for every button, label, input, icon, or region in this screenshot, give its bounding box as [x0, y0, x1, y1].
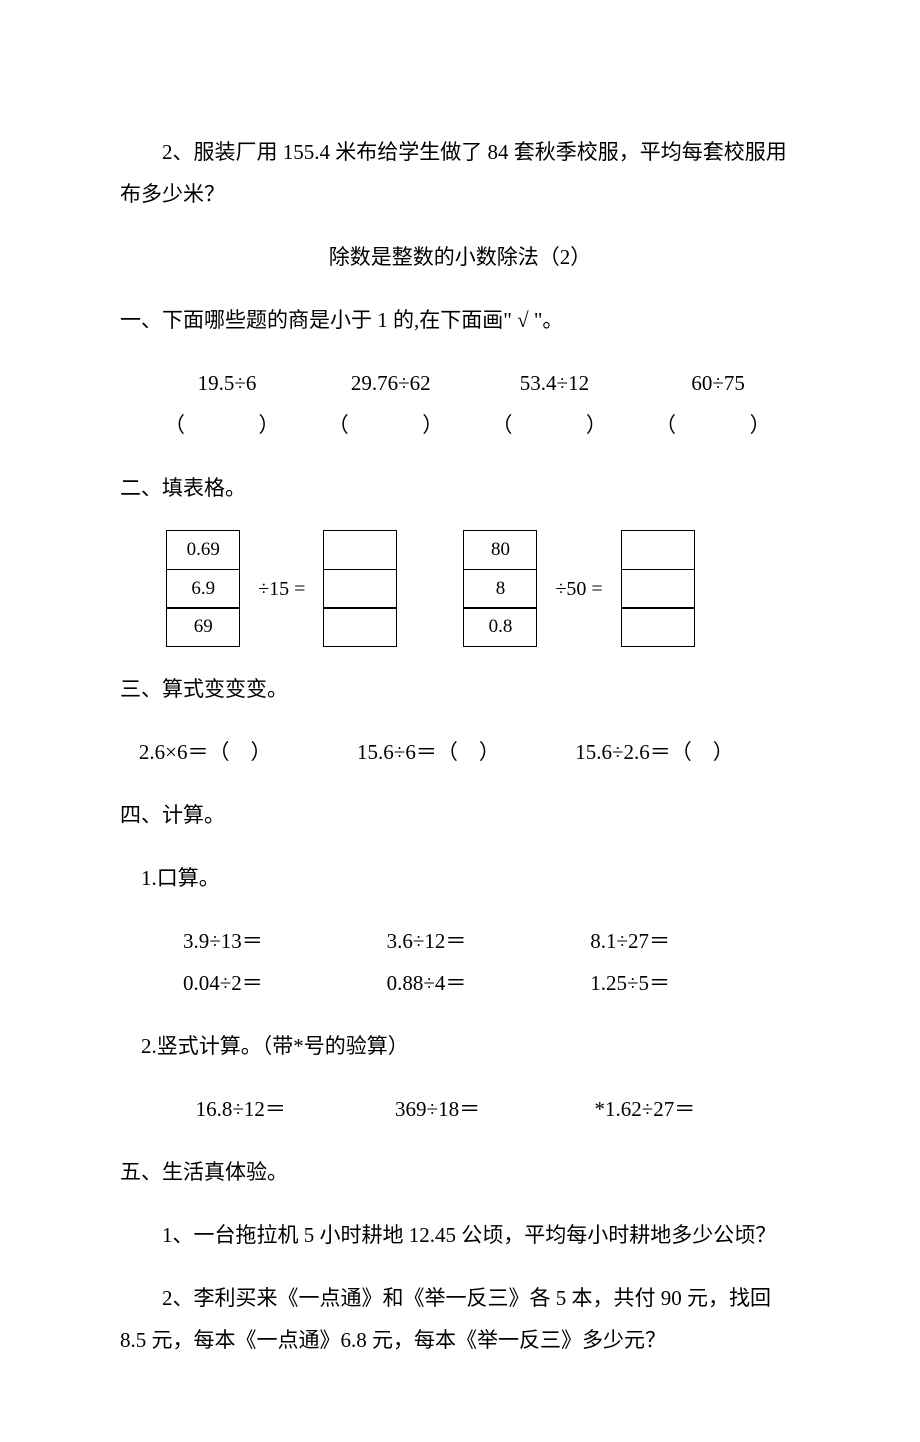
section-4-heading: 四、计算。: [120, 794, 800, 836]
equation-blank[interactable]: 2.6×6＝（ ）: [139, 731, 357, 773]
dividend-cell: 80: [463, 530, 537, 570]
expr-item: 53.4÷12: [473, 362, 637, 404]
mental-math-item[interactable]: 8.1÷27＝: [590, 920, 794, 962]
divide-op-left: ÷15 =: [258, 569, 305, 609]
section-2-heading: 二、填表格。: [120, 467, 800, 509]
vertical-calc-item[interactable]: *1.62÷27＝: [595, 1088, 794, 1130]
dividend-cell: 0.8: [463, 607, 537, 647]
mental-math-item[interactable]: 3.9÷13＝: [183, 920, 387, 962]
quotient-cell[interactable]: [621, 530, 695, 570]
vertical-calc-item[interactable]: 369÷18＝: [395, 1088, 594, 1130]
vertical-calc-item[interactable]: 16.8÷12＝: [196, 1088, 395, 1130]
mental-math-row: 0.04÷2＝ 0.88÷4＝ 1.25÷5＝: [183, 962, 800, 1004]
section-5-heading: 五、生活真体验。: [120, 1151, 800, 1193]
dividend-cell: 0.69: [166, 530, 240, 570]
word-problem-books: 2、李利买来《一点通》和《举一反三》各 5 本，共付 90 元，找回 8.5 元…: [120, 1277, 800, 1361]
mental-math-item[interactable]: 0.04÷2＝: [183, 962, 387, 1004]
word-problem-tractor: 1、一台拖拉机 5 小时耕地 12.45 公顷，平均每小时耕地多少公顷？: [120, 1214, 800, 1256]
answer-blank[interactable]: （ ）: [473, 404, 637, 446]
expr-item: 29.76÷62: [309, 362, 473, 404]
answer-blank[interactable]: （ ）: [145, 404, 309, 446]
expr-item: 60÷75: [636, 362, 800, 404]
answer-blank[interactable]: （ ）: [309, 404, 473, 446]
dividend-cell: 69: [166, 607, 240, 647]
mental-math-row: 3.9÷13＝ 3.6÷12＝ 8.1÷27＝: [183, 920, 800, 962]
answer-blank[interactable]: （ ）: [636, 404, 800, 446]
page-title: 除数是整数的小数除法（2）: [120, 236, 800, 278]
section-3-heading: 三、算式变变变。: [120, 668, 800, 710]
mental-math-item[interactable]: 1.25÷5＝: [590, 962, 794, 1004]
dividend-cell: 8: [463, 569, 537, 609]
quotient-stack-left: [323, 530, 397, 647]
quotient-cell[interactable]: [323, 530, 397, 570]
worksheet-page: 2、服装厂用 155.4 米布给学生做了 84 套秋季校服，平均每套校服用布多少…: [0, 0, 920, 1442]
expr-item: 19.5÷6: [145, 362, 309, 404]
quotient-cell[interactable]: [323, 607, 397, 647]
section-1-heading: 一、下面哪些题的商是小于 1 的,在下面画" √ "。: [120, 299, 800, 341]
vertical-calc-row: 16.8÷12＝ 369÷18＝ *1.62÷27＝: [196, 1088, 800, 1130]
divide-op-right: ÷50 =: [555, 569, 602, 609]
section-3-equations: 2.6×6＝（ ） 15.6÷6＝（ ） 15.6÷2.6＝（ ）: [139, 731, 800, 773]
quotient-stack-right: [621, 530, 695, 647]
section-4-1-label: 1.口算。: [141, 857, 800, 899]
quotient-cell[interactable]: [621, 569, 695, 609]
word-problem-2-uniforms: 2、服装厂用 155.4 米布给学生做了 84 套秋季校服，平均每套校服用布多少…: [120, 131, 800, 215]
dividend-cell: 6.9: [166, 569, 240, 609]
section-1-expressions: 19.5÷6 29.76÷62 53.4÷12 60÷75: [145, 362, 800, 404]
mental-math-item[interactable]: 3.6÷12＝: [387, 920, 591, 962]
quotient-cell[interactable]: [621, 607, 695, 647]
quotient-cell[interactable]: [323, 569, 397, 609]
equation-blank[interactable]: 15.6÷6＝（ ）: [357, 731, 575, 773]
section-2-tables: 0.69 6.9 69 ÷15 = 80 8 0.8 ÷50 =: [166, 530, 800, 647]
dividend-stack-left: 0.69 6.9 69: [166, 530, 240, 647]
dividend-stack-right: 80 8 0.8: [463, 530, 537, 647]
section-4-2-label: 2.竖式计算。（带*号的验算）: [141, 1025, 800, 1067]
section-1-answer-blanks: （ ） （ ） （ ） （ ）: [145, 404, 800, 446]
mental-math-item[interactable]: 0.88÷4＝: [387, 962, 591, 1004]
equation-blank[interactable]: 15.6÷2.6＝（ ）: [575, 731, 793, 773]
